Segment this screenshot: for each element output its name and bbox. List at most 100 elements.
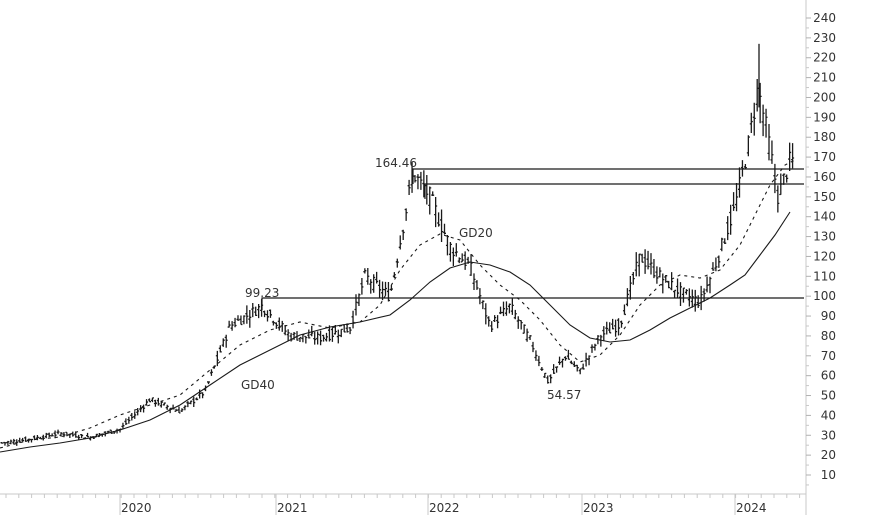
ohlc-bar (230, 321, 234, 331)
ohlc-bar (283, 325, 287, 336)
ohlc-bar (156, 397, 160, 406)
ohlc-bar (640, 253, 644, 263)
ohlc-bar (124, 418, 128, 426)
ohlc-bar (310, 325, 314, 337)
ohlc-bars (0, 43, 795, 446)
ohlc-bar (761, 104, 765, 137)
ohlc-bar (708, 276, 712, 294)
ohlc-bar (295, 331, 299, 341)
ohlc-bar (637, 253, 641, 277)
ohlc-bar (148, 398, 151, 403)
ohlc-bar (369, 279, 373, 294)
ohlc-bar (289, 332, 293, 342)
ohlc-bar (62, 432, 66, 438)
ohlc-bar (422, 170, 426, 198)
ohlc-bar (755, 79, 759, 112)
ohlc-bar (121, 422, 125, 429)
ohlc-bar (451, 247, 455, 267)
ohlc-bar (732, 192, 736, 211)
ohlc-bar (86, 432, 90, 438)
ohlc-bar (162, 402, 166, 406)
y-tick-label: 240 (813, 11, 836, 25)
ohlc-bar (558, 356, 562, 365)
ohlc-bar (525, 328, 529, 342)
ohlc-bar (687, 288, 691, 307)
y-tick-label: 230 (813, 31, 836, 45)
ohlc-bar (245, 305, 249, 324)
ohlc-bar (171, 404, 175, 410)
ohlc-bar (386, 281, 390, 302)
y-tick-label: 30 (821, 428, 836, 442)
x-tick-label: 2022 (429, 501, 460, 515)
ohlc-bar (375, 271, 379, 284)
ohlc-bar (679, 282, 682, 306)
ohlc-bar (652, 259, 656, 279)
ohlc-bar (599, 334, 603, 347)
ohlc-bar (614, 319, 618, 337)
ohlc-bar (195, 397, 199, 401)
ohlc-bar (257, 304, 261, 319)
ohlc-bar (743, 163, 747, 169)
ohlc-bar (38, 436, 42, 440)
ohlc-bar (681, 287, 685, 303)
ohlc-bar (333, 324, 337, 335)
ohlc-bar (221, 338, 225, 347)
ohlc-bar (118, 428, 122, 433)
ohlc-bar (735, 183, 739, 212)
ohlc-bar (658, 267, 662, 278)
ohlc-bar (676, 278, 680, 299)
ohlc-bar (65, 431, 69, 437)
ohlc-bar (602, 326, 606, 342)
ohlc-bar (35, 434, 39, 441)
ohlc-bar (389, 285, 393, 291)
y-tick-label: 40 (821, 408, 836, 422)
ohlc-bar (770, 140, 774, 164)
ohlc-bar (159, 400, 163, 408)
ohlc-bar (472, 273, 476, 290)
ohlc-bar (484, 303, 488, 325)
ohlc-bar (6, 440, 10, 446)
ohlc-bar (41, 434, 45, 441)
gd40-line (0, 211, 791, 453)
ohlc-bar (56, 429, 60, 435)
ohlc-bar (478, 288, 482, 305)
y-tick-label: 200 (813, 90, 836, 104)
ohlc-bar (469, 254, 473, 276)
y-tick-label: 180 (813, 130, 836, 144)
ohlc-bar (212, 365, 216, 369)
y-tick-label: 170 (813, 150, 836, 164)
ohlc-bar (395, 258, 399, 268)
ohlc-bar (357, 293, 361, 306)
ohlc-bar (94, 433, 98, 438)
ohlc-bar (643, 249, 647, 274)
y-axis: 240 230 220 210 200 190 180 170 160 150 140 130 120 1… (806, 11, 836, 486)
y-tick-label: 100 (813, 289, 836, 303)
ohlc-bar (360, 277, 364, 295)
y-tick-label: 120 (813, 249, 836, 263)
ohlc-bar (112, 431, 116, 435)
ohlc-bar (434, 196, 438, 228)
y-tick-label: 140 (813, 210, 836, 224)
ohlc-bar (490, 321, 494, 332)
ohlc-bar (80, 433, 84, 439)
ohlc-bar (791, 143, 795, 169)
ohlc-bar (437, 212, 441, 227)
ohlc-bar (549, 374, 553, 384)
ohlc-bar (97, 433, 101, 438)
label-high-99-23: 99.23 (245, 286, 279, 300)
ohlc-bar (552, 364, 556, 374)
ohlc-bar (292, 331, 296, 340)
ohlc-bar (53, 430, 57, 439)
ohlc-bar (729, 204, 733, 235)
ohlc-bar (47, 432, 51, 438)
x-tick-label: 2023 (583, 501, 614, 515)
x-tick-label: 2021 (277, 501, 308, 515)
ohlc-bar (776, 185, 780, 213)
ohlc-bar (251, 303, 255, 318)
ohlc-bar (236, 315, 240, 321)
ohlc-bar (319, 330, 323, 346)
ohlc-bar (782, 173, 786, 185)
ohlc-bar (233, 317, 237, 328)
ohlc-bar (717, 255, 721, 268)
ohlc-bar (21, 437, 25, 442)
